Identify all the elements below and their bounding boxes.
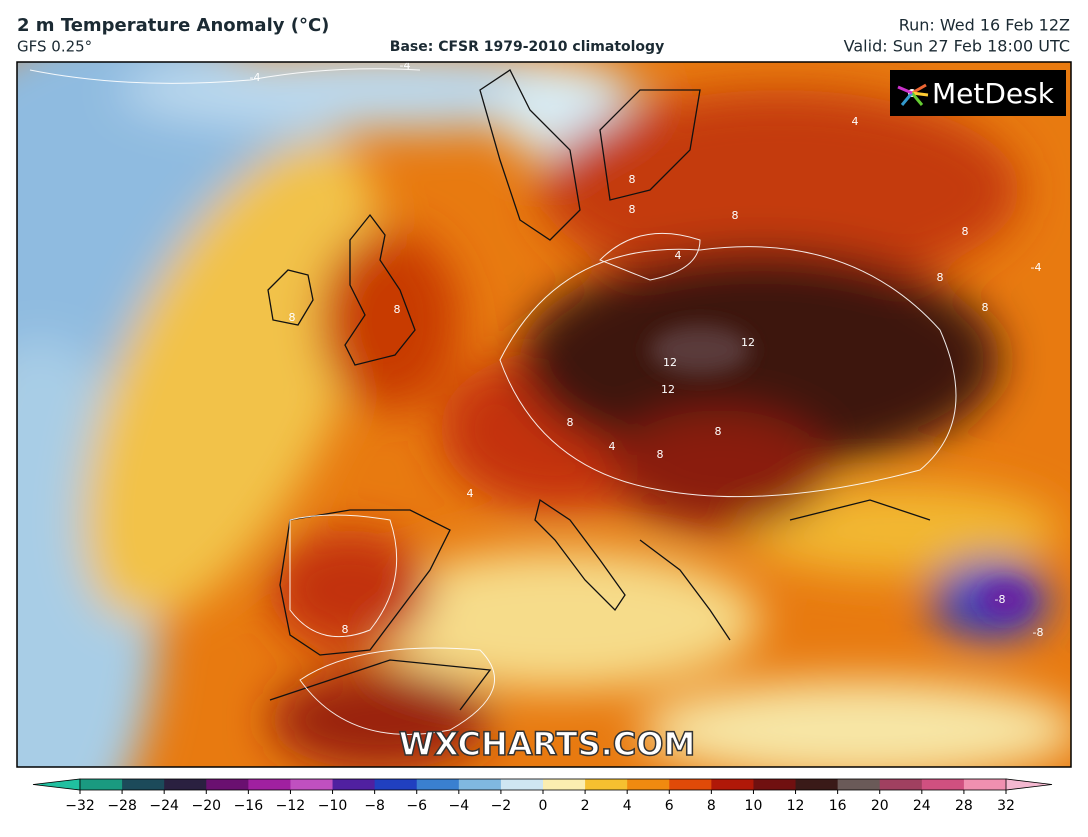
contour-label: -8 — [995, 593, 1006, 606]
colorbar-segment — [543, 779, 586, 790]
contours — [29, 68, 957, 735]
map: MetDesk WXCHARTS.COM -4 -4 -4 4 8 8 8 8 8 12 12 12 8… — [17, 59, 1071, 767]
colorbar-tick-label: −28 — [107, 798, 137, 814]
colorbar-tick-label: 10 — [745, 798, 763, 814]
colorbar-segment — [248, 779, 291, 790]
colorbar: −32 −28 −24 −20 −16 −12 −10 −8 −6 −4 −2 0 2 4 6 8 10 12 16… — [32, 778, 1053, 814]
colorbar-tick-label: −4 — [448, 798, 469, 814]
colorbar-segment — [879, 779, 923, 790]
colorbar-segment — [837, 779, 881, 790]
colorbar-segment — [416, 779, 460, 790]
colorbar-segment — [80, 779, 123, 790]
contour-label: 12 — [741, 336, 755, 349]
base: Base: CFSR 1979-2010 climatology — [390, 39, 664, 55]
contour-label: 12 — [661, 383, 675, 396]
colorbar-segment — [290, 779, 334, 790]
colorbar-segment — [500, 779, 544, 790]
colorbar-tick-label: −32 — [65, 798, 95, 814]
colorbar-tick-label: 12 — [787, 798, 805, 814]
colorbar-tick-label: −2 — [491, 798, 512, 814]
coastlines — [267, 69, 931, 711]
contour-label: -8 — [1033, 626, 1044, 639]
colorbar-tick-label: 24 — [913, 798, 931, 814]
colorbar-tick-label: 32 — [997, 798, 1015, 814]
contour-label: 8 — [629, 203, 636, 216]
colorbar-segment — [711, 779, 754, 790]
contour-label: 8 — [629, 173, 636, 186]
colorbar-segment — [458, 779, 502, 790]
colorbar-segment — [585, 779, 628, 790]
contour-label: 12 — [663, 356, 677, 369]
contour-label: 4 — [467, 487, 474, 500]
contour-label: 8 — [732, 209, 739, 222]
model: GFS 0.25° — [17, 38, 92, 56]
logo: MetDesk — [932, 77, 1055, 110]
colorbar-tick-label: 16 — [829, 798, 847, 814]
colorbar-tick-label: −16 — [234, 798, 264, 814]
colorbar-segment — [795, 779, 839, 790]
colorbar-tick-label: 8 — [707, 798, 716, 814]
contour-label: 8 — [982, 301, 989, 314]
colorbar-tick-label: 2 — [581, 798, 590, 814]
run: Run: Wed 16 Feb 12Z — [899, 16, 1070, 35]
colorbar-tick-label: −6 — [406, 798, 427, 814]
colorbar-segment — [921, 779, 965, 790]
colorbar-tick-label: −24 — [149, 798, 179, 814]
colorbar-segment — [122, 779, 165, 790]
colorbar-segment — [206, 779, 249, 790]
contour-label: 8 — [342, 623, 349, 636]
contour-label: 8 — [937, 271, 944, 284]
contour-label: -4 — [400, 59, 411, 72]
contour-label: 4 — [675, 249, 682, 262]
logo-icon — [897, 83, 929, 106]
colorbar-tick-label: 28 — [955, 798, 973, 814]
colorbar-segment — [627, 779, 670, 790]
contour-label: -4 — [1031, 261, 1042, 274]
contour-labels: -4 -4 -4 4 8 8 8 8 8 12 12 12 8 8 8 4 4 8 8 8 4 8 -8 -8 — [250, 59, 1044, 639]
colorbar-segment — [963, 779, 1007, 790]
colorbar-segment — [332, 779, 376, 790]
contour-label: -4 — [250, 71, 261, 84]
contour-label: 4 — [852, 115, 859, 128]
colorbar-segment — [669, 779, 712, 790]
colorbar-segment — [753, 779, 797, 790]
contour-label: 8 — [289, 311, 296, 324]
colorbar-tick-label: −12 — [276, 798, 306, 814]
contour-label: 8 — [567, 416, 574, 429]
colorbar-tick-label: −8 — [364, 798, 385, 814]
contour-label: 8 — [962, 225, 969, 238]
map-frame — [16, 61, 1072, 768]
contour-label: 8 — [657, 448, 664, 461]
colorbar-tick-label: −20 — [191, 798, 221, 814]
colorbar-low — [32, 778, 81, 791]
colorbar-high — [1005, 778, 1053, 791]
valid: Valid: Sun 27 Feb 18:00 UTC — [844, 37, 1070, 56]
colorbar-tick-label: 4 — [623, 798, 632, 814]
colorbar-segment — [374, 779, 418, 790]
contour-label: 8 — [715, 425, 722, 438]
colorbar-segment — [164, 779, 207, 790]
watermark: WXCHARTS.COM — [399, 725, 696, 763]
contour-label: 8 — [394, 303, 401, 316]
colorbar-tick-label: 6 — [665, 798, 674, 814]
contour-label: 4 — [609, 440, 616, 453]
colorbar-tick-label: 20 — [871, 798, 889, 814]
title: 2 m Temperature Anomaly (°C) — [17, 15, 329, 36]
colorbar-tick-label: 0 — [539, 798, 548, 814]
colorbar-tick-label: −10 — [318, 798, 348, 814]
